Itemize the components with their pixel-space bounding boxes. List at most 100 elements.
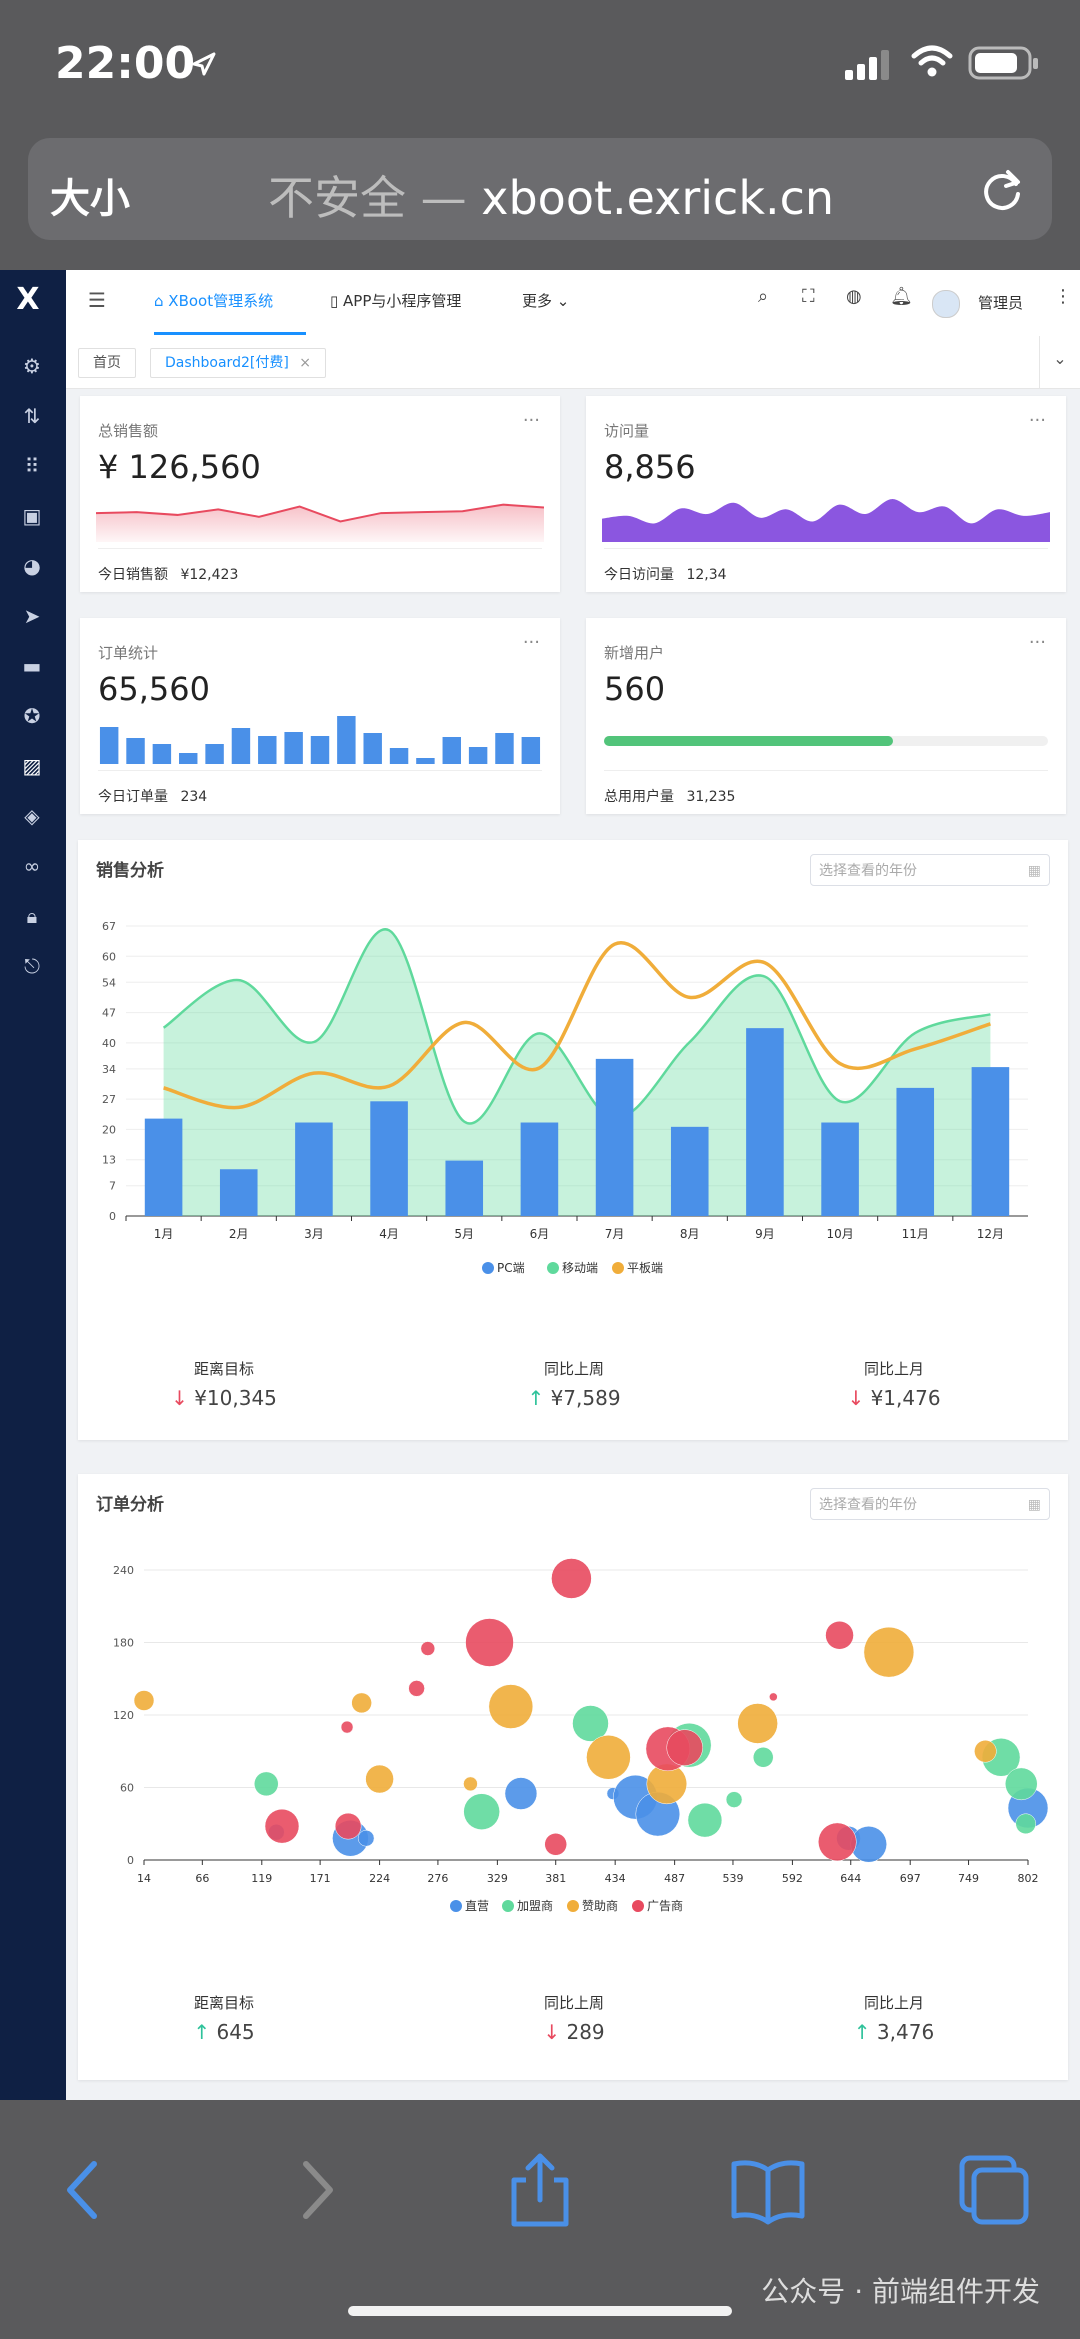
apps-grid-icon[interactable]: ⠿: [24, 454, 40, 478]
pc-bar: [520, 1122, 559, 1216]
orders-sparkline-bar: [126, 738, 145, 764]
send-icon[interactable]: ➤: [23, 604, 41, 628]
tabs-icon[interactable]: [954, 2150, 1034, 2230]
text-size-button[interactable]: 大小: [50, 176, 130, 222]
search-icon[interactable]: ⌕: [758, 286, 769, 307]
tab-xboot[interactable]: ⌂ XBoot管理系统: [154, 292, 274, 310]
tag-home[interactable]: 首页: [78, 348, 136, 378]
x-tick-label: 487: [664, 1872, 685, 1885]
x-tick-label: 2月: [229, 1227, 249, 1241]
pc-bar: [821, 1122, 859, 1216]
app-viewport: X ⚙ ⇅ ⠿ ▣ ◕ ➤ ▬ ✪ ▨ ◈ ∞ 🔒︎ ⎋ ☰ ⌂ XBoot管理…: [0, 270, 1080, 2100]
tags-dropdown-icon[interactable]: ⌄: [1039, 336, 1080, 388]
share-icon[interactable]: [500, 2150, 580, 2230]
award-icon[interactable]: ✪: [23, 704, 41, 728]
battery-icon: [968, 46, 1038, 80]
scatter-point: [572, 1705, 609, 1742]
address-bar[interactable]: 大小 不安全 — xboot.exrick.cn: [28, 138, 1052, 240]
tab-more[interactable]: 更多 ⌄: [522, 292, 570, 310]
x-tick-label: 9月: [755, 1227, 775, 1241]
legend-dot: [632, 1900, 644, 1912]
bell-icon[interactable]: 🔔︎: [890, 286, 913, 307]
chart-icon[interactable]: ▨: [22, 754, 42, 778]
divider: [604, 548, 1048, 549]
avatar[interactable]: [932, 290, 960, 318]
year-picker[interactable]: 选择查看的年份 ▦: [810, 854, 1050, 886]
menu-fold-icon[interactable]: ☰: [88, 288, 106, 312]
mobile-icon: ▯: [330, 292, 344, 310]
url-separator: —: [420, 171, 467, 225]
scatter-point: [752, 1747, 774, 1768]
card-title: 订单统计: [98, 644, 159, 662]
legend-dot: [450, 1900, 462, 1912]
x-tick-label: 5月: [454, 1227, 474, 1241]
scatter-point: [351, 1692, 372, 1714]
y-tick-label: 7: [109, 1180, 116, 1193]
status-bar: 22:00: [0, 0, 1080, 130]
card-value: ¥ 126,560: [98, 448, 261, 486]
cube-icon[interactable]: ◈: [24, 804, 40, 828]
stat-label: 同比上月: [863, 1994, 924, 2012]
scatter-point: [863, 1626, 915, 1678]
x-tick-label: 802: [1018, 1872, 1039, 1885]
url-text[interactable]: 不安全 — xboot.exrick.cn: [268, 162, 834, 228]
xboot-logo-icon[interactable]: X: [16, 282, 40, 317]
more-icon[interactable]: ···: [522, 410, 540, 431]
legend-label: 广告商: [647, 1898, 683, 1913]
stat-value: ↓ ¥1,476: [847, 1386, 941, 1410]
tag-dashboard[interactable]: Dashboard2[付费] ×: [150, 348, 326, 378]
stat-value: ↓ ¥10,345: [171, 1386, 277, 1410]
pc-bar: [295, 1122, 333, 1216]
back-icon[interactable]: [44, 2150, 124, 2230]
more-icon[interactable]: ···: [522, 632, 540, 653]
stat-label: 同比上周: [543, 1360, 604, 1378]
orders-sparkline-bar: [442, 737, 461, 764]
lock-icon[interactable]: 🔒︎: [26, 904, 38, 928]
scatter-point: [666, 1729, 703, 1766]
forward-icon[interactable]: [276, 2150, 356, 2230]
user-name[interactable]: 管理员: [978, 294, 1024, 312]
bookmarks-icon[interactable]: [728, 2150, 808, 2230]
y-tick-label: 60: [120, 1782, 134, 1795]
x-tick-label: 224: [369, 1872, 390, 1885]
y-tick-label: 120: [113, 1709, 134, 1722]
tab-app[interactable]: ▯ APP与小程序管理: [330, 292, 462, 310]
language-icon[interactable]: ◍: [846, 286, 862, 307]
more-vertical-icon[interactable]: ⋮: [1054, 286, 1072, 307]
x-tick-label: 381: [545, 1872, 566, 1885]
chevron-down-icon: ⌄: [552, 292, 570, 310]
card-value: 65,560: [98, 670, 210, 708]
y-tick-label: 60: [102, 950, 116, 963]
scatter-point: [725, 1791, 743, 1808]
orders-sparkline-bar: [468, 747, 488, 764]
legend-dot: [567, 1900, 579, 1912]
more-icon[interactable]: ···: [1028, 632, 1046, 653]
scatter-point: [551, 1558, 592, 1599]
year-picker[interactable]: 选择查看的年份 ▦: [810, 1488, 1050, 1520]
orders-sparkline-bar: [179, 753, 198, 764]
x-tick-label: 66: [195, 1872, 209, 1885]
arrow-down-icon: ↓: [543, 2020, 567, 2044]
more-icon[interactable]: ···: [1028, 410, 1046, 431]
folder-icon[interactable]: ▬: [22, 654, 42, 678]
pie-icon[interactable]: ◕: [23, 554, 41, 578]
twitch-icon[interactable]: ▣: [22, 504, 42, 528]
link-icon[interactable]: ∞: [23, 854, 41, 878]
stat-value: ↑ 3,476: [853, 2020, 935, 2044]
x-tick-label: 171: [310, 1872, 331, 1885]
scatter-point: [687, 1802, 723, 1838]
pc-bar: [219, 1169, 258, 1216]
stat-label: 距离目标: [193, 1360, 254, 1378]
swap-icon[interactable]: ⇅: [23, 404, 41, 428]
reload-icon[interactable]: [978, 164, 1028, 214]
card-foot: 今日访问量 12,34: [604, 567, 727, 583]
stat-value: ↓ 289: [543, 2020, 605, 2044]
fullscreen-icon[interactable]: ⛶: [802, 286, 815, 307]
progress-fill: [604, 736, 893, 746]
logout-icon[interactable]: ⎋: [24, 954, 40, 978]
settings-icon[interactable]: ⚙: [23, 354, 41, 378]
close-icon[interactable]: ×: [299, 355, 311, 371]
sales-chart: 0 7 13 20 27 34 40 47 54 60 67 1月 2月 3月 4月 5月 6月 7月 8月 9月 10…: [102, 920, 1028, 1275]
pc-bar: [896, 1087, 935, 1216]
legend-label: 加盟商: [517, 1898, 553, 1913]
